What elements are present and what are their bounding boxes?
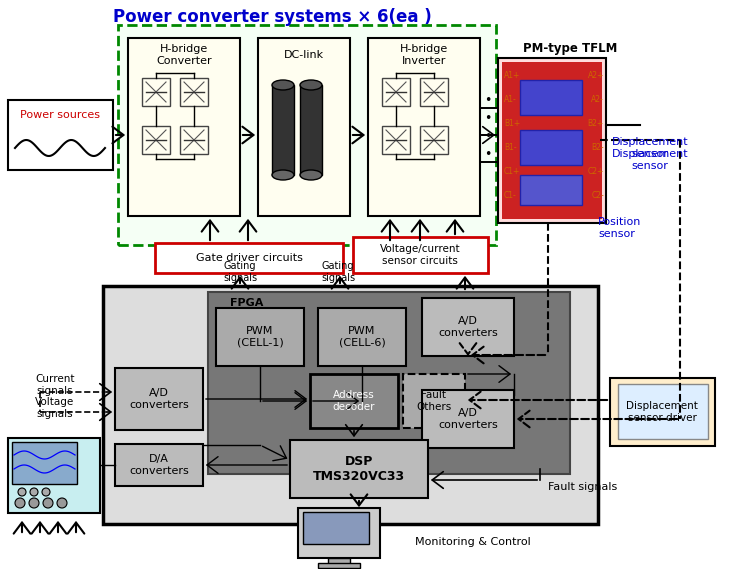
Bar bbox=[422, 390, 514, 448]
Bar bbox=[618, 384, 708, 439]
Text: B1+: B1+ bbox=[504, 118, 520, 127]
Bar bbox=[420, 78, 448, 106]
Bar bbox=[520, 130, 582, 165]
Text: B1-: B1- bbox=[504, 142, 517, 151]
Circle shape bbox=[18, 488, 26, 496]
Bar bbox=[318, 563, 360, 568]
Text: PWM
(CELL-6): PWM (CELL-6) bbox=[339, 326, 385, 348]
Circle shape bbox=[43, 498, 53, 508]
Text: •: • bbox=[484, 112, 492, 125]
Text: B2+: B2+ bbox=[588, 118, 604, 127]
Text: PWM
(CELL-1): PWM (CELL-1) bbox=[237, 326, 283, 348]
Text: A2-: A2- bbox=[591, 94, 604, 104]
Text: FPGA: FPGA bbox=[230, 298, 264, 308]
Text: A/D
converters: A/D converters bbox=[438, 408, 498, 430]
Ellipse shape bbox=[300, 80, 322, 90]
Bar bbox=[115, 368, 203, 430]
Bar bbox=[142, 78, 170, 106]
Bar bbox=[353, 237, 488, 273]
Text: A/D
converters: A/D converters bbox=[438, 316, 498, 338]
Text: Gating
signals: Gating signals bbox=[321, 261, 355, 283]
Text: •: • bbox=[484, 130, 492, 142]
Text: C1-: C1- bbox=[504, 191, 517, 200]
Circle shape bbox=[30, 488, 38, 496]
Bar bbox=[300, 85, 322, 175]
Bar bbox=[12, 442, 77, 484]
Text: Gating
signals: Gating signals bbox=[223, 261, 257, 283]
Text: Voltage/current
sensor circuits: Voltage/current sensor circuits bbox=[380, 244, 461, 266]
Text: A2+: A2+ bbox=[588, 71, 604, 80]
Bar bbox=[420, 126, 448, 154]
Ellipse shape bbox=[300, 170, 322, 180]
Circle shape bbox=[29, 498, 39, 508]
Text: Address
decoder: Address decoder bbox=[333, 390, 375, 412]
Bar bbox=[115, 444, 203, 486]
Ellipse shape bbox=[272, 170, 294, 180]
Bar bbox=[303, 512, 369, 544]
Text: •: • bbox=[484, 93, 492, 106]
Text: A1+: A1+ bbox=[504, 71, 520, 80]
Bar bbox=[382, 126, 410, 154]
Bar bbox=[422, 298, 514, 356]
Text: H-bridge
Converter: H-bridge Converter bbox=[156, 44, 212, 66]
Bar bbox=[8, 100, 113, 170]
Text: D/A
converters: D/A converters bbox=[129, 454, 189, 476]
Text: Voltage
signals: Voltage signals bbox=[35, 397, 74, 419]
Bar bbox=[118, 25, 496, 245]
Text: Power sources: Power sources bbox=[20, 110, 100, 120]
Bar bbox=[258, 38, 350, 216]
Bar bbox=[403, 374, 465, 428]
Text: DC-link: DC-link bbox=[284, 50, 324, 60]
Text: PM-type TFLM: PM-type TFLM bbox=[523, 42, 617, 55]
Bar bbox=[520, 80, 582, 115]
Text: Position
sensor: Position sensor bbox=[598, 217, 642, 239]
Bar bbox=[318, 308, 406, 366]
Bar bbox=[298, 508, 380, 558]
Bar bbox=[180, 126, 208, 154]
Text: Current
signals: Current signals bbox=[35, 374, 74, 396]
Text: Displacement
sensor: Displacement sensor bbox=[612, 137, 688, 159]
Ellipse shape bbox=[272, 80, 294, 90]
Circle shape bbox=[42, 488, 50, 496]
Bar bbox=[310, 374, 398, 428]
Bar bbox=[382, 78, 410, 106]
Bar bbox=[180, 78, 208, 106]
Bar bbox=[498, 58, 606, 223]
Text: Fault signals: Fault signals bbox=[548, 482, 618, 492]
Text: •: • bbox=[484, 147, 492, 160]
Bar bbox=[290, 440, 428, 498]
Text: C2+: C2+ bbox=[588, 167, 604, 175]
Bar bbox=[610, 378, 715, 446]
Text: C1+: C1+ bbox=[504, 167, 520, 175]
Text: A/D
converters: A/D converters bbox=[129, 388, 189, 410]
Bar bbox=[368, 38, 480, 216]
Bar bbox=[128, 38, 240, 216]
Text: Displacement
sensor: Displacement sensor bbox=[612, 149, 688, 171]
Bar bbox=[216, 308, 304, 366]
Circle shape bbox=[57, 498, 67, 508]
Text: Fault
Others: Fault Others bbox=[416, 390, 452, 412]
Text: DSP
TMS320VC33: DSP TMS320VC33 bbox=[313, 455, 405, 483]
Text: Displacement
sensor driver: Displacement sensor driver bbox=[626, 401, 698, 423]
Text: B2-: B2- bbox=[591, 142, 604, 151]
Text: Gate driver circuits: Gate driver circuits bbox=[196, 253, 302, 263]
Bar bbox=[155, 243, 343, 273]
Bar bbox=[8, 438, 100, 513]
Bar bbox=[103, 286, 598, 524]
Text: C2-: C2- bbox=[591, 191, 604, 200]
Bar bbox=[520, 175, 582, 205]
Text: A1-: A1- bbox=[504, 94, 517, 104]
Bar bbox=[272, 85, 294, 175]
Text: Monitoring & Control: Monitoring & Control bbox=[415, 537, 531, 547]
Text: H-bridge
Inverter: H-bridge Inverter bbox=[400, 44, 448, 66]
Bar bbox=[502, 62, 602, 219]
Bar bbox=[142, 126, 170, 154]
Circle shape bbox=[15, 498, 25, 508]
Bar bbox=[208, 292, 570, 474]
Text: Power converter systems × 6(ea ): Power converter systems × 6(ea ) bbox=[112, 8, 431, 26]
Bar bbox=[328, 558, 350, 565]
